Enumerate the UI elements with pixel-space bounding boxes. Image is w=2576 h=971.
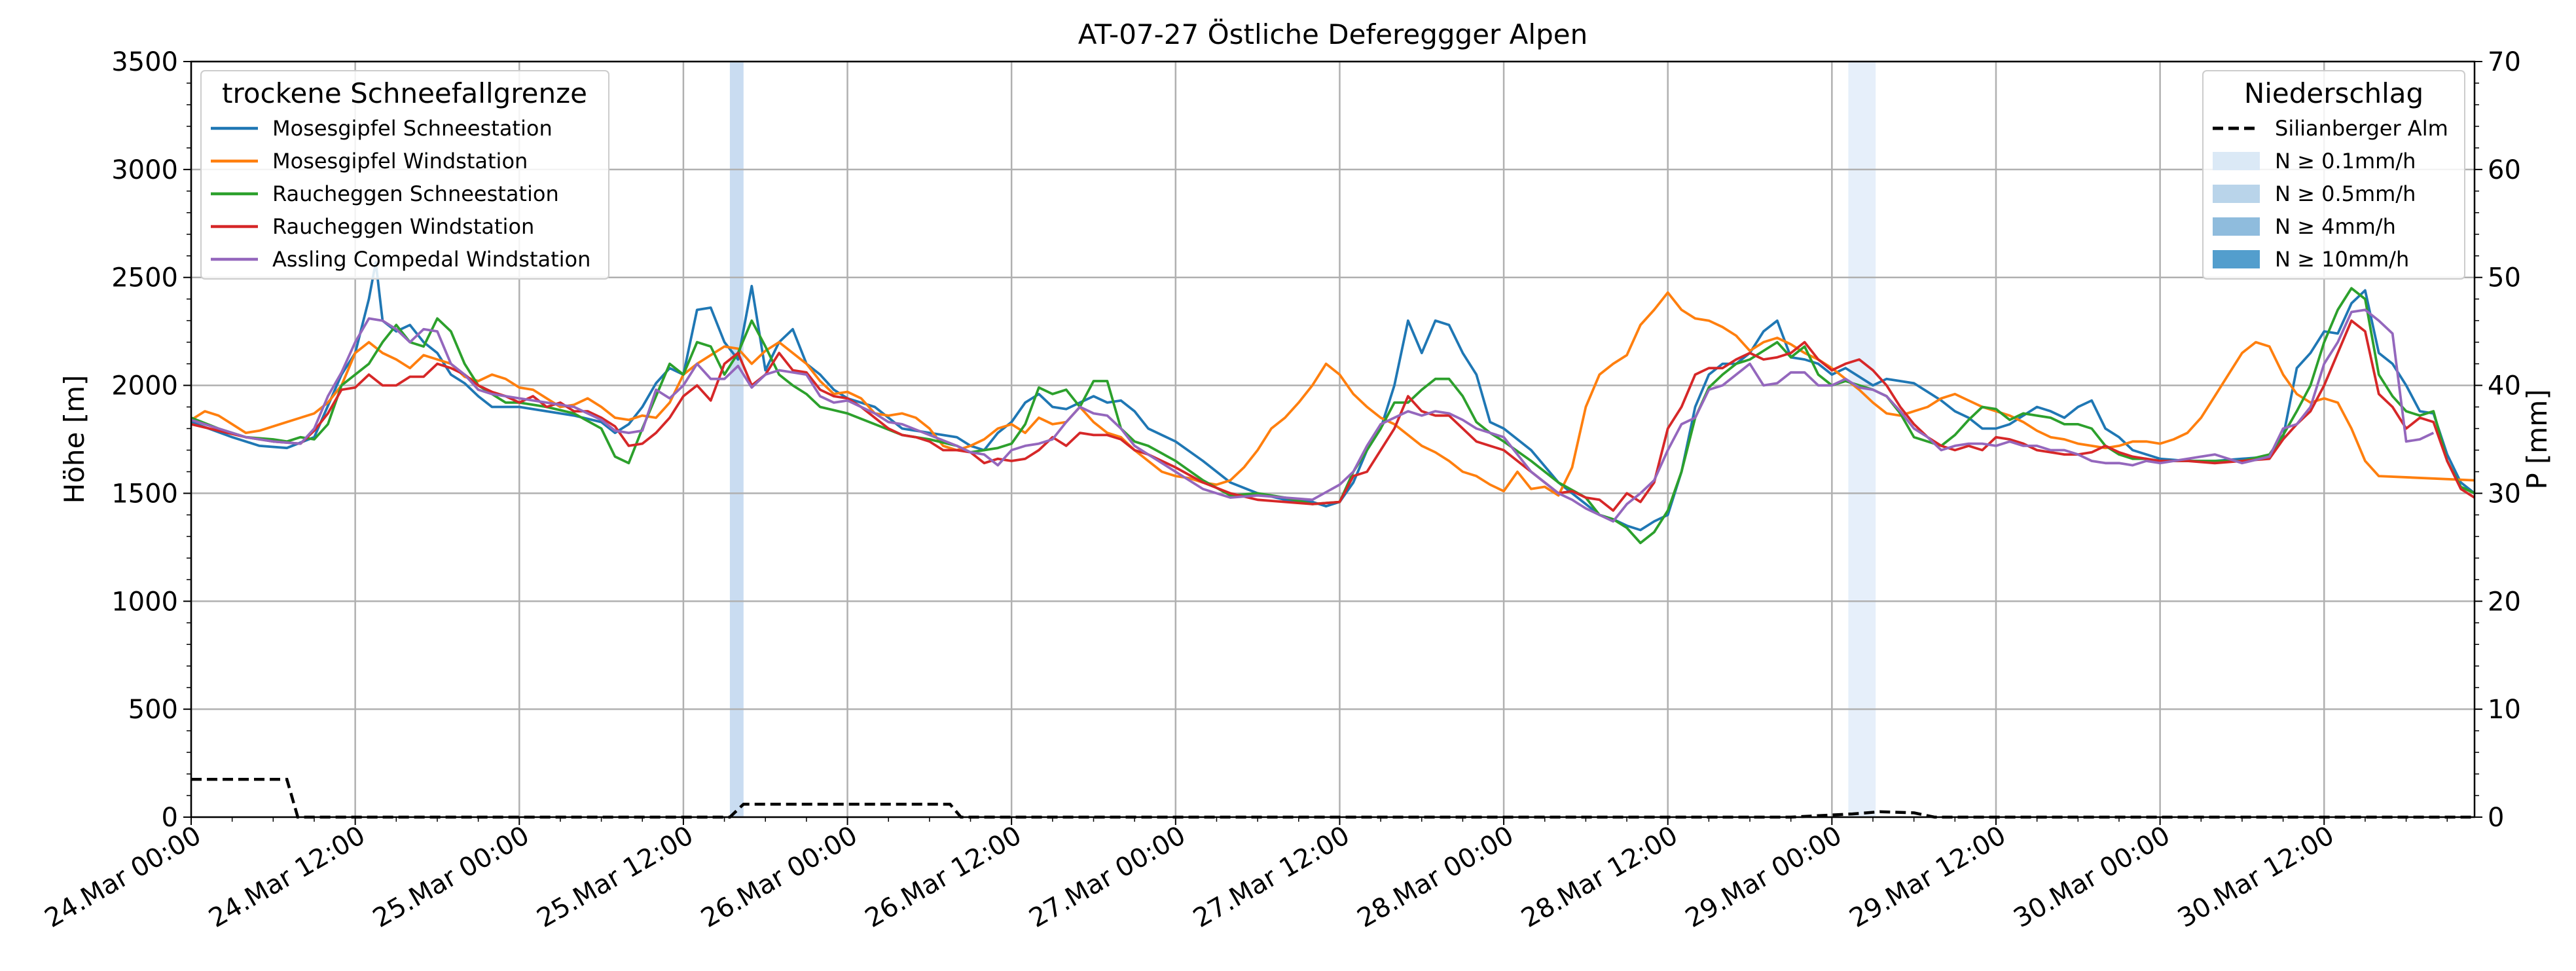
y-tick-label: 1000	[111, 587, 178, 617]
x-tick-label: 29.Mar 00:00	[1680, 820, 1847, 934]
series-lines	[190, 261, 2476, 545]
y-tick-label: 1500	[111, 479, 178, 509]
y2-tick-label: 10	[2488, 695, 2521, 725]
y-tick-label: 500	[128, 695, 178, 725]
legend-label-2: Mosesgipfel Windstation	[272, 149, 528, 174]
y2-tick-label: 60	[2488, 155, 2521, 185]
legend-precip-label-2: N ≥ 0.5mm/h	[2275, 181, 2416, 206]
legend-label-4: Raucheggen Windstation	[272, 214, 534, 239]
precip-band-1	[729, 62, 744, 817]
series-line-3	[190, 287, 2475, 545]
legend-right-title: Niederschlag	[2244, 77, 2423, 109]
legend-snowfall-limit: trockene Schneefallgrenze Mosesgipfel Sc…	[200, 70, 609, 280]
y2-tick-label: 20	[2488, 587, 2521, 617]
legend-precipitation: Niederschlag Silianberger Alm N ≥ 0.1mm/…	[2202, 70, 2465, 280]
legend-label-3: Raucheggen Schneestation	[272, 181, 559, 206]
legend-right-box	[2202, 70, 2465, 280]
legend-precip-label-1: N ≥ 0.1mm/h	[2275, 149, 2416, 174]
x-tick-label: 28.Mar 00:00	[1352, 820, 1519, 934]
legend-label-5: Assling Compedal Windstation	[272, 247, 590, 272]
y-tick-label: 3500	[111, 47, 178, 77]
legend-precip-swatch-1	[2213, 152, 2260, 170]
y2-tick-label: 0	[2488, 803, 2504, 833]
y2-tick-label: 30	[2488, 479, 2521, 509]
legend-precip-swatch-4	[2213, 250, 2260, 268]
x-tick-label: 24.Mar 00:00	[40, 820, 206, 934]
left-y-axis: 0 500 1000 1500 2000 2500 3000 3500	[111, 47, 191, 833]
x-tick-label: 25.Mar 12:00	[532, 820, 698, 934]
legend-left-title: trockene Schneefallgrenze	[222, 77, 587, 109]
series-line-1	[190, 261, 2476, 532]
y-tick-label: 0	[162, 803, 178, 833]
y2-tick-label: 40	[2488, 371, 2521, 401]
series-line-4	[190, 319, 2476, 512]
legend-precip-swatch-3	[2213, 217, 2260, 236]
y-tick-label: 2000	[111, 371, 178, 401]
legend-precip-label-3: N ≥ 4mm/h	[2275, 214, 2396, 239]
precip-cumulative-line	[191, 778, 2475, 819]
precipitation-bands	[729, 62, 1876, 817]
precipitation-line	[191, 778, 2475, 819]
plot-frame	[190, 60, 2476, 818]
x-tick-label: 27.Mar 00:00	[1025, 820, 1191, 934]
legend-precip-swatch-2	[2213, 185, 2260, 203]
y2-tick-label: 70	[2488, 47, 2521, 77]
y-axis-title: Höhe [m]	[58, 375, 90, 504]
right-y-axis: 0 10 20 30 40 50 60 70	[2475, 47, 2521, 833]
y-tick-label: 2500	[111, 263, 178, 293]
y-tick-label: 3000	[111, 155, 178, 185]
x-tick-label: 30.Mar 00:00	[2008, 820, 2175, 934]
x-tick-label: 24.Mar 12:00	[204, 820, 370, 934]
legend-left-box	[200, 70, 609, 280]
series-line-5	[190, 308, 2435, 523]
legend-precip-label-4: N ≥ 10mm/h	[2275, 247, 2409, 272]
precip-band-2	[1848, 62, 1876, 817]
x-tick-label: 30.Mar 12:00	[2173, 820, 2339, 934]
x-tick-label: 27.Mar 12:00	[1188, 820, 1354, 934]
legend-precip-line-label: Silianberger Alm	[2275, 116, 2448, 141]
x-tick-label: 25.Mar 00:00	[368, 820, 534, 934]
x-tick-label: 26.Mar 12:00	[860, 820, 1026, 934]
chart-title: AT-07-27 Östliche Defereggger Alpen	[1078, 18, 1587, 50]
x-tick-label: 29.Mar 12:00	[1845, 820, 2011, 934]
y2-axis-title: P [mm]	[2521, 389, 2553, 489]
legend-label-1: Mosesgipfel Schneestation	[272, 116, 553, 141]
x-tick-label: 28.Mar 12:00	[1516, 820, 1682, 934]
x-tick-label: 26.Mar 00:00	[696, 820, 862, 934]
y2-tick-label: 50	[2488, 263, 2521, 293]
